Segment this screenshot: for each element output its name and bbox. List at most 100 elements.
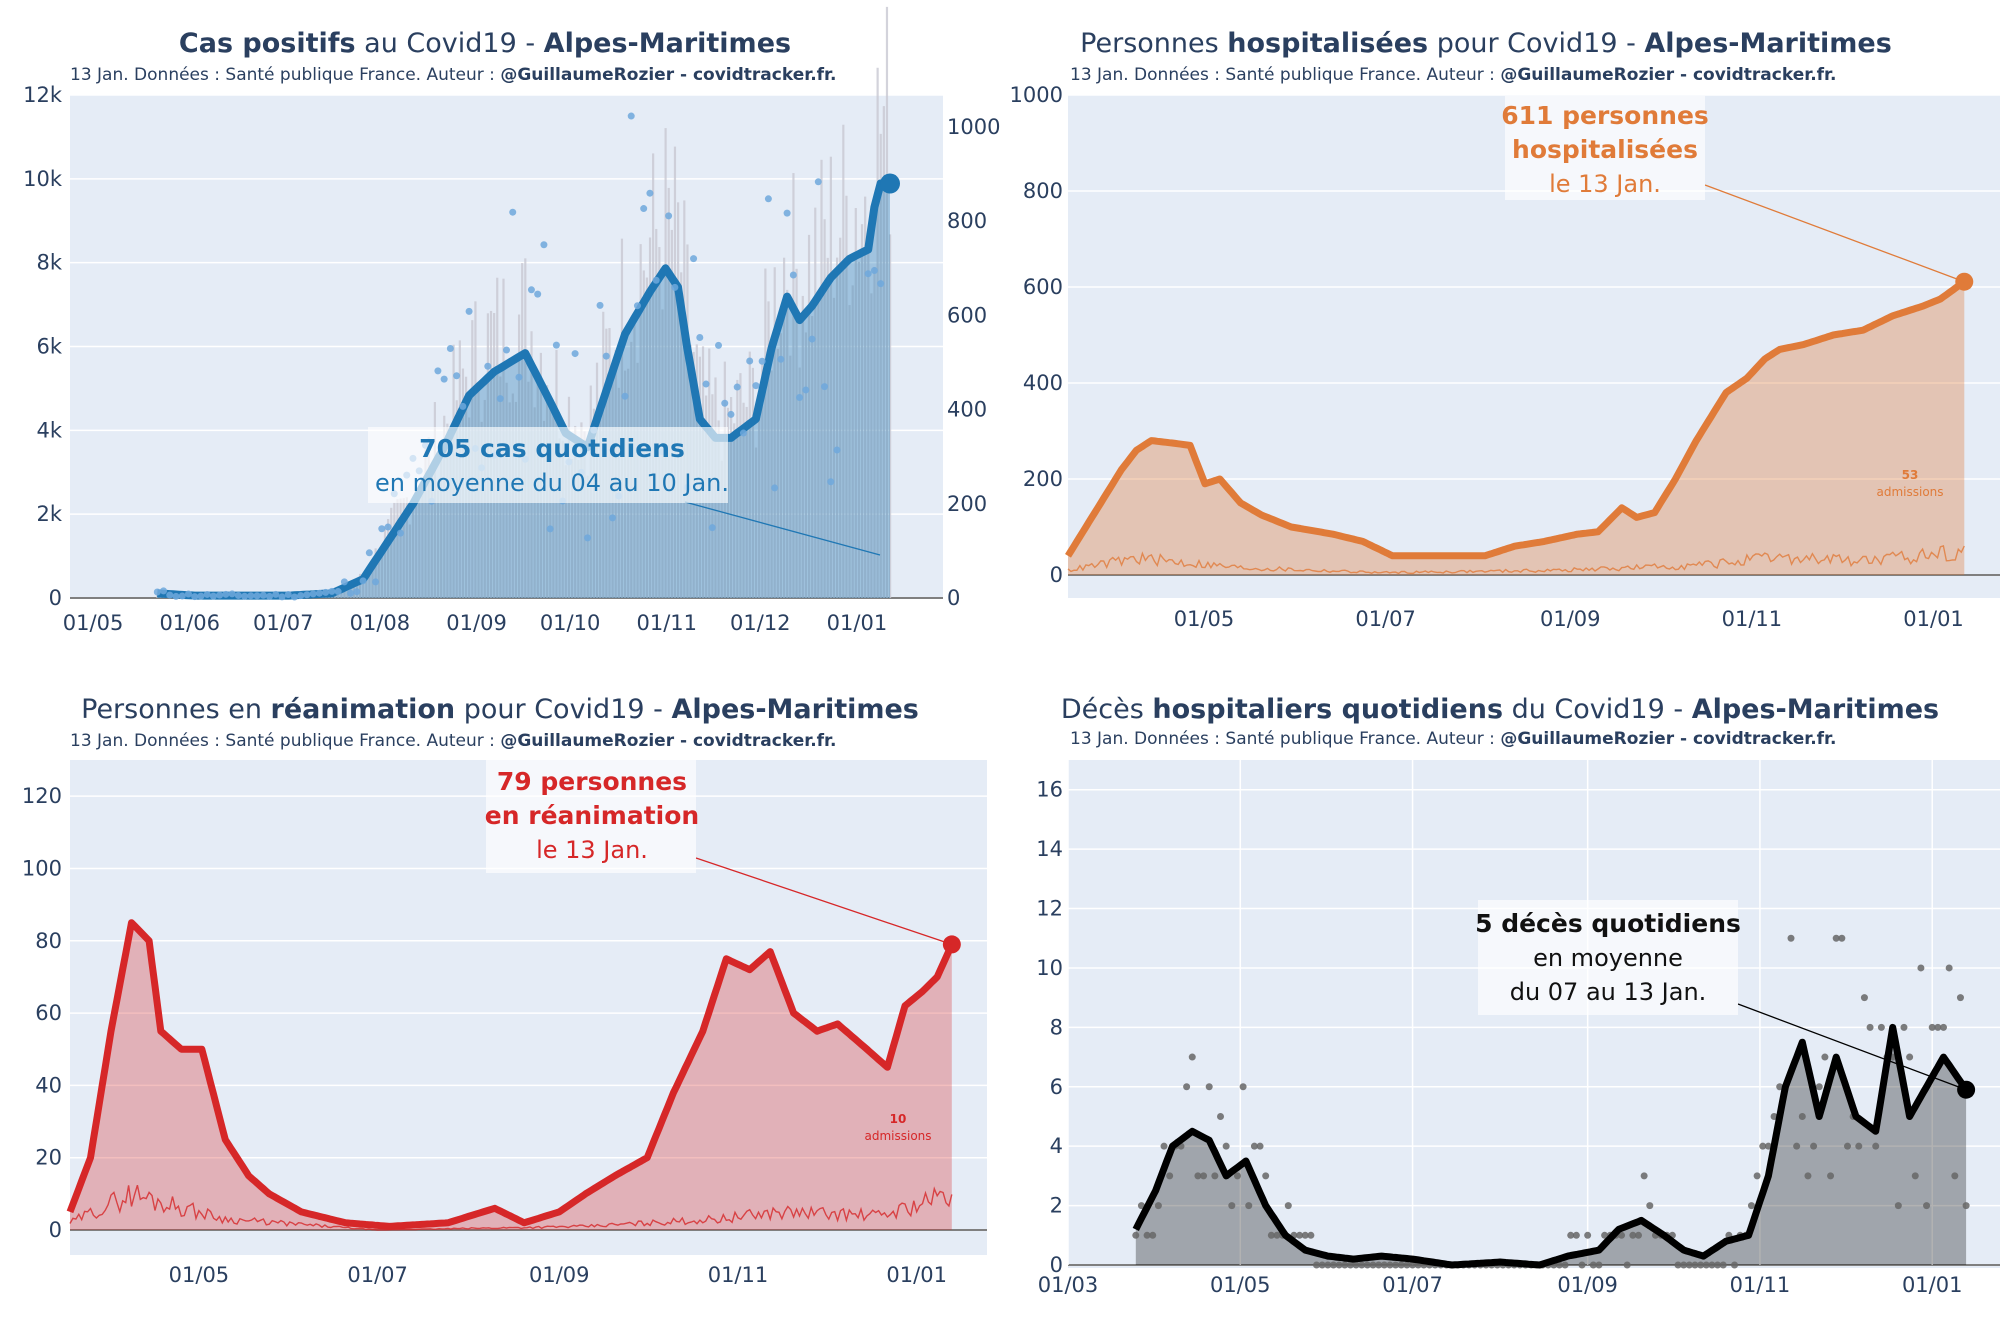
- daily-point: [1578, 1261, 1586, 1269]
- bar-mark: [408, 524, 412, 598]
- series-line: [1132, 1023, 1969, 1269]
- bar-mark: [739, 373, 742, 598]
- bar-mark: [592, 408, 595, 598]
- daily-point: [1962, 1202, 1970, 1210]
- x-tick-label: 01/11: [708, 1263, 769, 1287]
- x-tick-label: 01/07: [1382, 1273, 1443, 1297]
- y-tick-label: 0: [49, 586, 62, 610]
- x-tick-label: 01/11: [636, 611, 697, 635]
- y-gridlines: [1068, 94, 2000, 576]
- daily-point: [783, 209, 791, 217]
- bar-mark: [885, 6, 889, 599]
- daily-point: [665, 212, 673, 220]
- daily-point: [1358, 1261, 1366, 1269]
- bar-mark: [430, 471, 433, 598]
- daily-point: [1804, 1172, 1812, 1180]
- daily-point: [1572, 1231, 1580, 1239]
- daily-point: [546, 525, 554, 533]
- y-axis-ticks: 0 2k 4k 6k 8k 10k 12k: [23, 83, 63, 610]
- bar-mark: [352, 581, 355, 598]
- daily-point: [1714, 1261, 1722, 1269]
- daily-point: [1369, 1261, 1377, 1269]
- bar-mark: [390, 507, 393, 598]
- bar-mark: [480, 421, 483, 598]
- daily-point: [1262, 1172, 1270, 1180]
- daily-point: [228, 590, 236, 598]
- bar-mark: [795, 268, 798, 598]
- x-tick-label: 01/01: [827, 611, 888, 635]
- y2-axis-ticks: 0 200 400 600 800 1000: [947, 115, 1000, 610]
- y-tick-label: 14: [1036, 837, 1063, 861]
- bar-mark: [362, 576, 365, 598]
- daily-point: [640, 205, 648, 213]
- annotation-line2: hospitalisées: [1512, 135, 1698, 164]
- y-tick-label: 80: [35, 929, 62, 953]
- bar-mark: [782, 257, 786, 598]
- admissions-line: [69, 1185, 953, 1231]
- y-tick-label: 4k: [36, 418, 62, 442]
- daily-point: [1827, 1172, 1835, 1180]
- daily-point: [197, 592, 205, 600]
- bar-mark: [888, 234, 892, 599]
- bar-mark: [879, 133, 882, 598]
- daily-point: [1911, 1172, 1919, 1180]
- panel-reanimation: Personnes en réanimation pour Covid19 - …: [22, 694, 987, 1287]
- daily-point: [1872, 1142, 1880, 1150]
- daily-point: [1352, 1261, 1360, 1269]
- bar-mark: [779, 333, 783, 598]
- daily-point: [802, 386, 810, 394]
- daily-point: [1747, 1202, 1755, 1210]
- y-tick-label: 12: [1036, 897, 1063, 921]
- bar-mark: [652, 153, 655, 598]
- last-value-marker: [879, 173, 900, 194]
- bar-mark: [415, 492, 418, 598]
- bar-mark: [658, 247, 661, 599]
- bar-mark: [449, 456, 452, 598]
- daily-point: [1132, 1231, 1140, 1239]
- bar-mark: [814, 207, 817, 598]
- bar-mark: [854, 207, 857, 598]
- daily-point: [746, 357, 754, 365]
- bar-mark: [639, 244, 642, 599]
- bar-mark: [876, 67, 879, 599]
- y-tick-label: 800: [1023, 179, 1063, 203]
- daily-point: [758, 357, 766, 365]
- y-tick-label: 10k: [23, 167, 63, 191]
- daily-point: [459, 402, 467, 410]
- daily-point: [1776, 1083, 1784, 1091]
- bar-mark: [823, 219, 826, 599]
- daily-point: [1555, 1261, 1563, 1269]
- bar-mark: [418, 497, 421, 598]
- daily-point: [1239, 1083, 1247, 1091]
- daily-point: [752, 382, 760, 390]
- bar-mark: [764, 268, 767, 598]
- bar-mark: [761, 364, 764, 598]
- bar-mark: [864, 196, 867, 598]
- bar-mark: [374, 548, 377, 598]
- bar-mark: [396, 499, 399, 598]
- bar-mark: [440, 445, 443, 598]
- annotation-text: le 13 Jan.: [1549, 170, 1661, 198]
- daily-point: [1855, 1142, 1863, 1150]
- y-tick-label: 60: [35, 1001, 62, 1025]
- daily-point: [633, 302, 641, 310]
- bar-mark: [870, 293, 873, 598]
- y-tick-label: 200: [1023, 467, 1063, 491]
- admissions-value: 53: [1902, 468, 1919, 482]
- daily-point: [1595, 1261, 1603, 1269]
- bar-mark: [683, 200, 686, 599]
- bar-mark: [387, 519, 390, 598]
- bar-mark: [820, 159, 823, 599]
- daily-point: [552, 341, 560, 349]
- daily-point: [1567, 1231, 1575, 1239]
- bar-mark: [564, 465, 567, 598]
- daily-point: [808, 335, 816, 343]
- daily-point: [1764, 1142, 1772, 1150]
- daily-point: [340, 578, 348, 586]
- daily-point: [178, 592, 186, 600]
- bar-mark: [542, 420, 546, 598]
- daily-point: [1228, 1202, 1236, 1210]
- bar-mark: [839, 237, 842, 598]
- x-tick-label: 01/03: [1038, 1273, 1099, 1297]
